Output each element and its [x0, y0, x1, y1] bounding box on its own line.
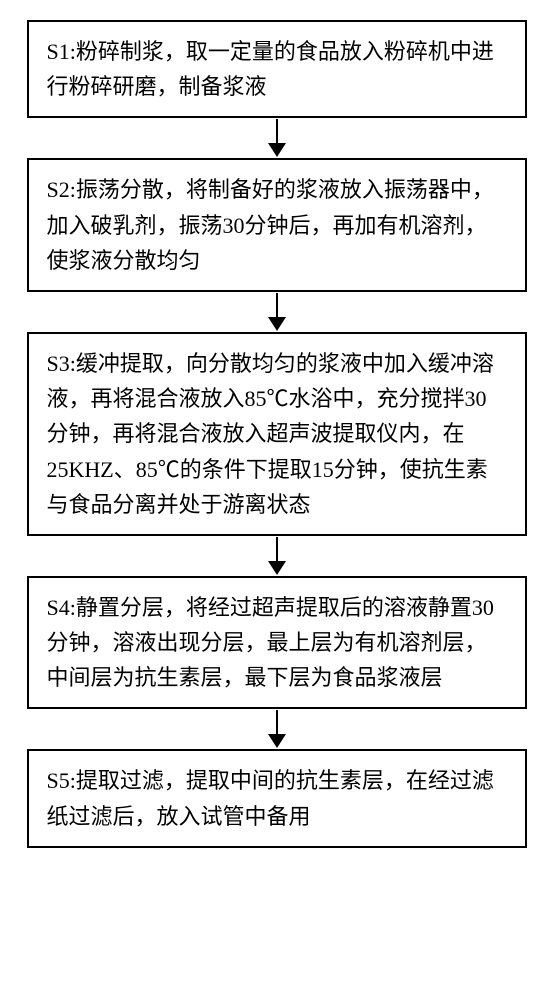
arrow-head-icon	[268, 317, 286, 331]
arrow-line	[276, 537, 278, 561]
arrow-head-icon	[268, 734, 286, 748]
arrow-line	[276, 293, 278, 317]
step-text: S3:缓冲提取，向分散均匀的浆液中加入缓冲溶液，再将混合液放入85℃水浴中，充分…	[47, 351, 494, 517]
step-text: S2:振荡分散，将制备好的浆液放入振荡器中，加入破乳剂，振荡30分钟后，再加有机…	[47, 177, 494, 272]
step-text: S5:提取过滤，提取中间的抗生素层，在经过滤纸过滤后，放入试管中备用	[47, 768, 494, 828]
arrow-head-icon	[268, 143, 286, 157]
step-box-s3: S3:缓冲提取，向分散均匀的浆液中加入缓冲溶液，再将混合液放入85℃水浴中，充分…	[27, 332, 527, 536]
arrow-connector	[268, 709, 286, 749]
arrow-connector	[268, 118, 286, 158]
step-text: S1:粉碎制浆，取一定量的食品放入粉碎机中进行粉碎研磨，制备浆液	[47, 39, 494, 99]
arrow-connector	[268, 292, 286, 332]
arrow-line	[276, 119, 278, 143]
step-box-s4: S4:静置分层，将经过超声提取后的溶液静置30分钟，溶液出现分层，最上层为有机溶…	[27, 576, 527, 710]
step-box-s1: S1:粉碎制浆，取一定量的食品放入粉碎机中进行粉碎研磨，制备浆液	[27, 20, 527, 118]
step-box-s2: S2:振荡分散，将制备好的浆液放入振荡器中，加入破乳剂，振荡30分钟后，再加有机…	[27, 158, 527, 292]
arrow-line	[276, 710, 278, 734]
step-text: S4:静置分层，将经过超声提取后的溶液静置30分钟，溶液出现分层，最上层为有机溶…	[47, 595, 494, 690]
step-box-s5: S5:提取过滤，提取中间的抗生素层，在经过滤纸过滤后，放入试管中备用	[27, 749, 527, 847]
arrow-head-icon	[268, 561, 286, 575]
arrow-connector	[268, 536, 286, 576]
